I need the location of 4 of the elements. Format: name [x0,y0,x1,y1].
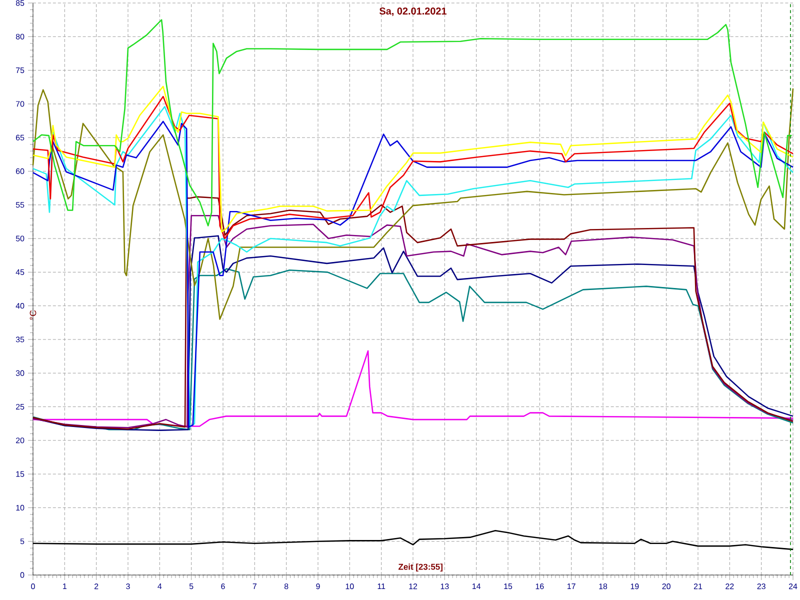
line-series [32,350,794,427]
chart-title: Sa, 02.01.2021 [379,8,447,16]
x-axis-title: Zeit [23:55] [398,564,442,572]
y-axis-title: °C [30,310,36,320]
